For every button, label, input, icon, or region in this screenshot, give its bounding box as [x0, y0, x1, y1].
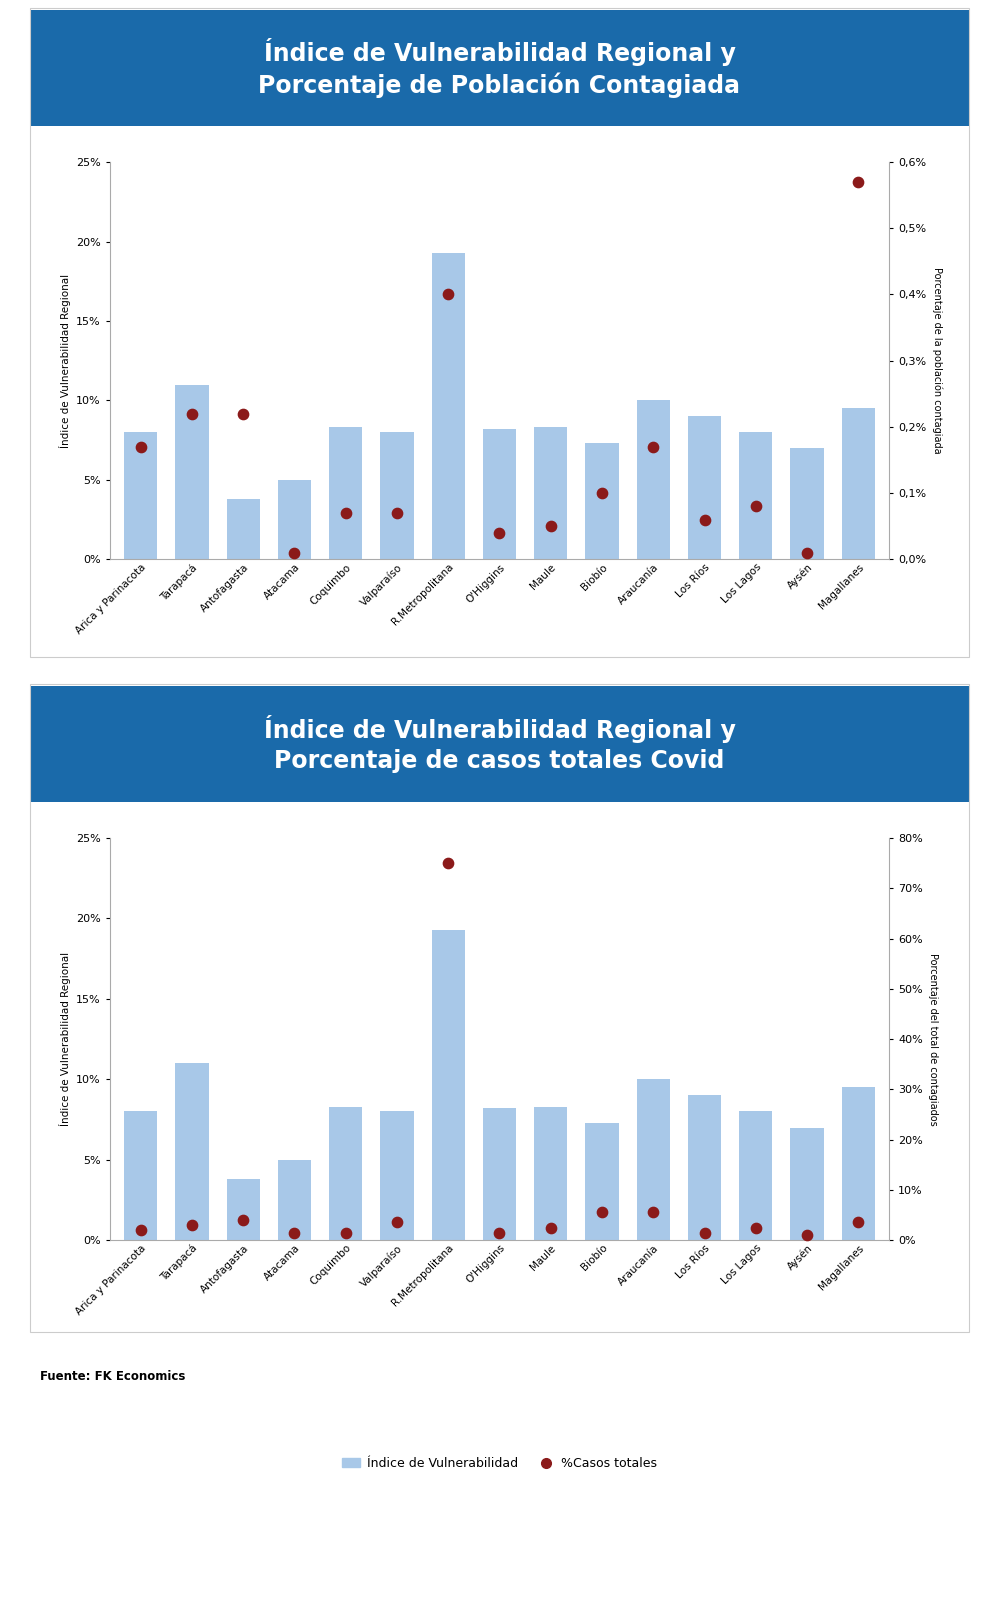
Y-axis label: Porcentaje de la población contagiada: Porcentaje de la población contagiada	[932, 267, 942, 454]
Point	[133, 1217, 149, 1243]
Bar	[842, 1088, 875, 1240]
Point	[850, 169, 866, 195]
Legend: Índice de Vulnerabilidad, %Casos totales: Índice de Vulnerabilidad, %Casos totales	[337, 1452, 662, 1475]
Bar	[124, 433, 157, 559]
Point	[492, 1219, 507, 1245]
Point	[235, 1208, 251, 1234]
Point	[389, 499, 405, 525]
Bar	[790, 447, 824, 559]
Bar	[585, 443, 618, 559]
Bar	[790, 1128, 824, 1240]
Bar	[688, 1096, 721, 1240]
Point	[748, 493, 764, 519]
Point	[492, 520, 507, 546]
Point	[799, 1222, 815, 1248]
Bar	[636, 400, 670, 559]
Point	[799, 540, 815, 566]
Bar	[432, 253, 465, 559]
Legend: Índice de Vulnerabilidad, %Población contagiada: Índice de Vulnerabilidad, %Población con…	[312, 768, 687, 791]
Point	[235, 400, 251, 426]
Bar	[432, 930, 465, 1240]
Point	[441, 849, 457, 875]
Y-axis label: Índice de Vulnerabilidad Regional: Índice de Vulnerabilidad Regional	[59, 952, 71, 1127]
Point	[645, 1200, 661, 1225]
Bar	[483, 1109, 516, 1240]
Point	[338, 499, 354, 525]
Bar	[329, 1107, 363, 1240]
Point	[287, 1219, 303, 1245]
Bar	[585, 1123, 618, 1240]
Bar	[175, 384, 209, 559]
Point	[184, 1213, 200, 1238]
Text: Índice de Vulnerabilidad Regional y
Porcentaje de casos totales Covid: Índice de Vulnerabilidad Regional y Porc…	[264, 715, 735, 773]
Point	[594, 480, 610, 506]
Y-axis label: Porcentaje del total de contagiados: Porcentaje del total de contagiados	[928, 953, 938, 1125]
Point	[542, 514, 558, 540]
Bar	[227, 1178, 260, 1240]
Bar	[842, 408, 875, 559]
Text: Fuente: FK Economics: Fuente: FK Economics	[40, 1370, 186, 1383]
Bar	[739, 433, 772, 559]
Bar	[688, 417, 721, 559]
Point	[184, 400, 200, 426]
Point	[645, 434, 661, 460]
Bar	[278, 1159, 311, 1240]
Text: Índice de Vulnerabilidad Regional y
Porcentaje de Población Contagiada: Índice de Vulnerabilidad Regional y Porc…	[259, 39, 740, 97]
Bar	[329, 428, 363, 559]
Bar	[636, 1080, 670, 1240]
Bar	[534, 1107, 567, 1240]
Bar	[739, 1112, 772, 1240]
Bar	[381, 433, 414, 559]
Point	[389, 1209, 405, 1235]
Bar	[227, 499, 260, 559]
Bar	[278, 480, 311, 559]
Point	[287, 540, 303, 566]
Point	[748, 1214, 764, 1240]
Y-axis label: Índice de Vulnerabilidad Regional: Índice de Vulnerabilidad Regional	[59, 274, 71, 447]
Bar	[175, 1063, 209, 1240]
Bar	[124, 1112, 157, 1240]
Point	[441, 282, 457, 308]
Point	[338, 1219, 354, 1245]
Point	[696, 1219, 712, 1245]
Point	[133, 434, 149, 460]
Bar	[483, 430, 516, 559]
Bar	[381, 1112, 414, 1240]
Point	[850, 1209, 866, 1235]
Point	[542, 1214, 558, 1240]
Bar	[534, 428, 567, 559]
Point	[594, 1200, 610, 1225]
Point	[696, 506, 712, 532]
